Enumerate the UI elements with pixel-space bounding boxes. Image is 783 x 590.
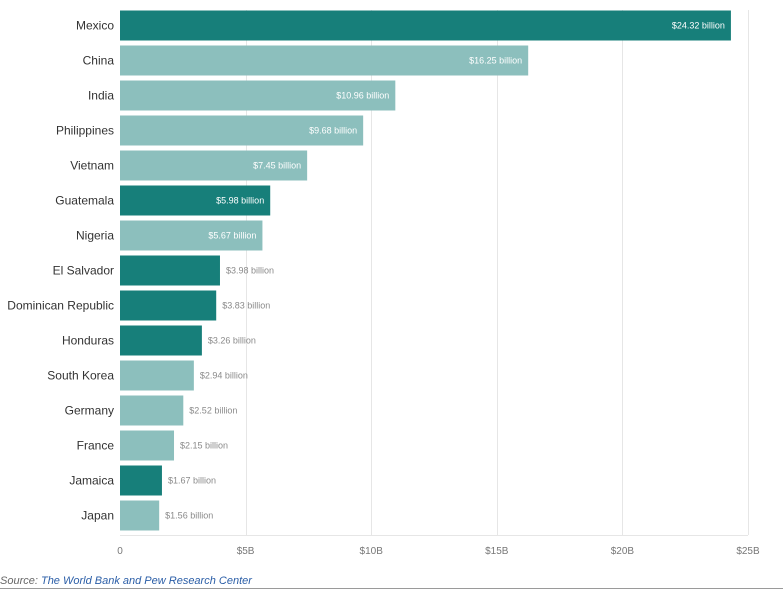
data-label: $9.68 billion [309, 126, 357, 136]
source-link[interactable]: The World Bank and Pew Research Center [40, 575, 252, 587]
bar [120, 500, 160, 531]
category-label: India [88, 89, 114, 103]
data-label: $2.52 billion [189, 406, 237, 416]
category-label: El Salvador [53, 264, 114, 278]
data-label: $5.98 billion [216, 196, 264, 206]
category-label: South Korea [47, 369, 114, 383]
category-label: Guatemala [55, 194, 114, 208]
data-label: $5.67 billion [208, 231, 256, 241]
data-label: $1.67 billion [168, 476, 216, 486]
bar-chart: 0 $5B $10B $15B $20B $25B Mexico $24.32 billion… [7, 10, 760, 557]
bar [120, 45, 529, 76]
data-label: $1.56 billion [165, 511, 213, 521]
category-label: Japan [81, 509, 114, 523]
category-label: Dominican Republic [7, 299, 114, 313]
bar [120, 10, 731, 41]
category-label: Mexico [76, 19, 114, 33]
category-label: Jamaica [69, 474, 114, 488]
bar [120, 80, 396, 111]
x-tick-label: $5B [237, 546, 255, 557]
data-label: $7.45 billion [253, 161, 301, 171]
x-tick-label: $10B [360, 546, 384, 557]
bar [120, 360, 194, 391]
bar [120, 150, 308, 181]
x-tick-label: $25B [736, 546, 760, 557]
data-label: $24.32 billion [672, 21, 725, 31]
source-prefix: Source: [0, 575, 41, 587]
bar [120, 325, 202, 356]
category-label: China [83, 54, 115, 68]
bar [120, 395, 184, 426]
bar [120, 430, 175, 461]
data-label: $16.25 billion [469, 56, 522, 66]
x-tick-label: 0 [117, 546, 123, 557]
category-label: Honduras [62, 334, 114, 348]
category-label: Philippines [56, 124, 114, 138]
data-label: $3.83 billion [222, 301, 270, 311]
bar [120, 255, 220, 286]
data-label: $3.98 billion [226, 266, 274, 276]
bar [120, 220, 263, 251]
data-label: $10.96 billion [336, 91, 389, 101]
source-note: Source: The World Bank and Pew Research … [0, 575, 252, 587]
bar [120, 185, 271, 216]
category-label: Germany [65, 404, 114, 418]
category-label: Nigeria [76, 229, 114, 243]
x-tick-label: $20B [611, 546, 635, 557]
bar [120, 290, 217, 321]
bar [120, 115, 364, 146]
category-label: Vietnam [70, 159, 114, 173]
data-label: $2.94 billion [200, 371, 248, 381]
x-tick-label: $15B [485, 546, 509, 557]
bottom-divider [0, 588, 783, 589]
data-label: $3.26 billion [208, 336, 256, 346]
bar [120, 465, 162, 496]
data-label: $2.15 billion [180, 441, 228, 451]
category-label: France [77, 439, 115, 453]
